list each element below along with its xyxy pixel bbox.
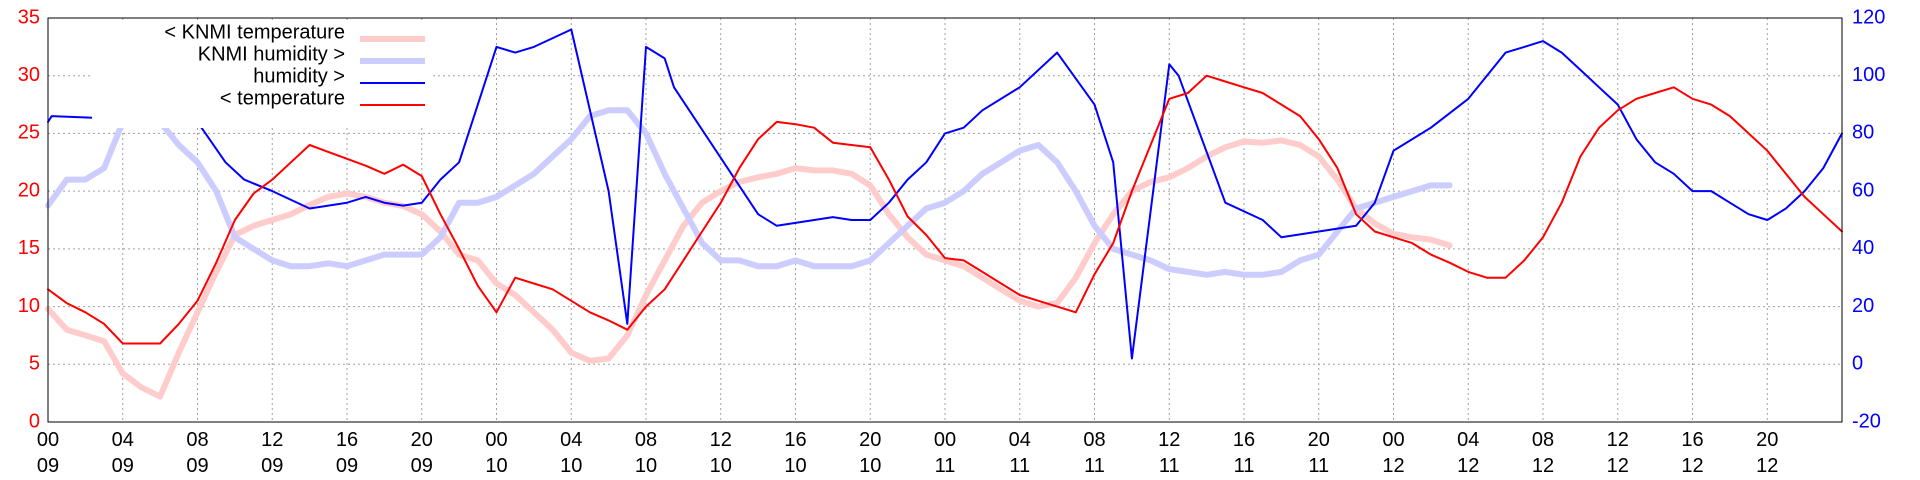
x-tick-day: 12 bbox=[1607, 455, 1629, 477]
series-line-humidity bbox=[47, 28, 1843, 360]
x-tick-day: 09 bbox=[37, 455, 59, 477]
x-axis: 00 09 04 09 08 09 12 09 16 09 20 09 00 10 04 10 08 10 12 10… bbox=[37, 429, 1779, 477]
x-tick-hour: 12 bbox=[710, 429, 732, 451]
x-tick-hour: 04 bbox=[1457, 429, 1479, 451]
legend-label: humidity > bbox=[253, 65, 345, 87]
left-tick-label: 5 bbox=[29, 353, 40, 375]
x-tick-day: 09 bbox=[411, 455, 433, 477]
x-tick-hour: 00 bbox=[934, 429, 956, 451]
x-tick-day: 10 bbox=[784, 455, 806, 477]
series-line-knmi-temperature bbox=[45, 137, 1453, 400]
x-tick-day: 11 bbox=[1159, 455, 1180, 477]
left-tick-label: 25 bbox=[18, 122, 40, 144]
x-tick-hour: 00 bbox=[37, 429, 59, 451]
x-tick-hour: 08 bbox=[1083, 429, 1105, 451]
left-axis: 0 5 10 15 20 25 30 35 bbox=[18, 6, 40, 432]
x-tick-hour: 12 bbox=[1158, 429, 1180, 451]
x-tick-hour: 00 bbox=[485, 429, 507, 451]
x-tick-hour: 16 bbox=[336, 429, 358, 451]
series-line-temperature bbox=[47, 74, 1843, 345]
right-tick-label: 60 bbox=[1852, 179, 1874, 201]
x-tick-day: 12 bbox=[1382, 455, 1404, 477]
x-tick-hour: 20 bbox=[1308, 429, 1330, 451]
x-tick-hour: 12 bbox=[1607, 429, 1629, 451]
left-tick-label: 0 bbox=[29, 410, 40, 432]
right-tick-label: -20 bbox=[1852, 410, 1881, 432]
legend-label: < KNMI temperature bbox=[164, 21, 345, 43]
x-tick-day: 10 bbox=[710, 455, 732, 477]
right-axis: -20 0 20 40 60 80 100 120 bbox=[1852, 6, 1885, 432]
plot-frame bbox=[47, 17, 1843, 423]
legend-label: KNMI humidity > bbox=[198, 43, 345, 65]
x-tick-day: 10 bbox=[635, 455, 657, 477]
x-tick-hour: 16 bbox=[784, 429, 806, 451]
x-tick-day: 12 bbox=[1532, 455, 1554, 477]
left-tick-label: 30 bbox=[18, 64, 40, 86]
left-tick-label: 20 bbox=[18, 179, 40, 201]
right-tick-label: 120 bbox=[1852, 6, 1885, 28]
x-tick-hour: 16 bbox=[1233, 429, 1255, 451]
x-tick-day: 11 bbox=[1084, 455, 1105, 477]
x-tick-hour: 08 bbox=[635, 429, 657, 451]
right-tick-label: 100 bbox=[1852, 64, 1885, 86]
legend-label: < temperature bbox=[220, 87, 345, 109]
x-tick-hour: 04 bbox=[560, 429, 582, 451]
right-tick-label: 40 bbox=[1852, 237, 1874, 259]
left-tick-label: 10 bbox=[18, 295, 40, 317]
x-tick-hour: 20 bbox=[859, 429, 881, 451]
x-tick-hour: 04 bbox=[112, 429, 134, 451]
right-tick-label: 20 bbox=[1852, 295, 1874, 317]
x-tick-day: 10 bbox=[560, 455, 582, 477]
series-layer bbox=[45, 28, 1843, 400]
x-tick-hour: 00 bbox=[1382, 429, 1404, 451]
right-tick-label: 0 bbox=[1852, 353, 1863, 375]
x-tick-day: 11 bbox=[935, 455, 956, 477]
x-tick-day: 11 bbox=[1009, 455, 1030, 477]
left-tick-label: 35 bbox=[18, 6, 40, 28]
x-tick-day: 11 bbox=[1234, 455, 1255, 477]
x-tick-day: 12 bbox=[1756, 455, 1778, 477]
x-tick-day: 09 bbox=[261, 455, 283, 477]
x-tick-hour: 12 bbox=[261, 429, 283, 451]
x-tick-day: 09 bbox=[186, 455, 208, 477]
x-tick-day: 09 bbox=[336, 455, 358, 477]
x-tick-day: 10 bbox=[485, 455, 507, 477]
x-tick-hour: 20 bbox=[1756, 429, 1778, 451]
right-tick-label: 80 bbox=[1852, 122, 1874, 144]
x-tick-hour: 16 bbox=[1681, 429, 1703, 451]
x-tick-day: 12 bbox=[1457, 455, 1479, 477]
x-tick-day: 12 bbox=[1681, 455, 1703, 477]
x-tick-day: 11 bbox=[1308, 455, 1329, 477]
x-tick-hour: 08 bbox=[1532, 429, 1554, 451]
x-tick-hour: 04 bbox=[1009, 429, 1031, 451]
left-tick-label: 15 bbox=[18, 237, 40, 259]
x-tick-day: 10 bbox=[859, 455, 881, 477]
x-tick-hour: 20 bbox=[411, 429, 433, 451]
x-tick-hour: 08 bbox=[186, 429, 208, 451]
x-tick-day: 09 bbox=[112, 455, 134, 477]
series-line-knmi-humidity bbox=[45, 107, 1453, 278]
